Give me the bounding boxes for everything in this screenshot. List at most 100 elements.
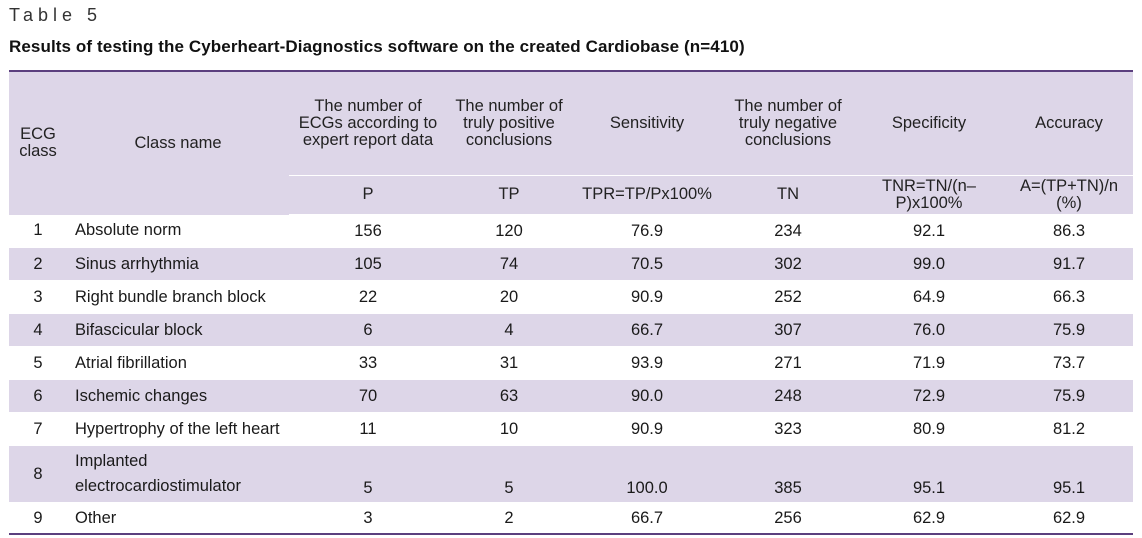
cell-acc: 86.3 (1005, 214, 1133, 248)
header-specificity: Specificity (853, 70, 1005, 176)
subheader-tpr: TPR=TP/Px100% (571, 175, 723, 215)
cell-tp: 20 (447, 280, 571, 314)
cell-tp: 31 (447, 346, 571, 380)
cell-name: Ischemic changes (67, 379, 289, 413)
cell-tn: 256 (723, 502, 853, 535)
table-row: 8 Implanted electrocardiostimulator 5 5 … (9, 445, 1133, 503)
cell-tn: 385 (723, 445, 853, 503)
cell-tn: 234 (723, 214, 853, 248)
header-ecg-class: ECG class (9, 70, 67, 215)
header-class-name: Class name (67, 70, 289, 215)
cell-p: 33 (289, 346, 447, 380)
header-sensitivity: Sensitivity (571, 70, 723, 176)
cell-tn: 302 (723, 247, 853, 281)
results-table: ECG class Class name The number of ECGs … (9, 70, 1133, 535)
subheader-row: P TP TPR=TP/Px100% TN TNR=TN/(n–P)x100% … (9, 175, 1133, 215)
cell-name: Implanted electrocardiostimulator (67, 445, 289, 503)
cell-p: 105 (289, 247, 447, 281)
cell-tpr: 90.9 (571, 280, 723, 314)
cell-class: 5 (9, 346, 67, 380)
cell-tn: 307 (723, 313, 853, 347)
cell-tnr: 76.0 (853, 313, 1005, 347)
cell-tpr: 70.5 (571, 247, 723, 281)
header-num-tp: The number of truly positive conclusions (447, 70, 571, 176)
cell-p: 11 (289, 412, 447, 446)
cell-tnr: 72.9 (853, 379, 1005, 413)
cell-tn: 248 (723, 379, 853, 413)
cell-tnr: 71.9 (853, 346, 1005, 380)
cell-tp: 10 (447, 412, 571, 446)
table-row: 3 Right bundle branch block 22 20 90.9 2… (9, 280, 1133, 314)
cell-p: 70 (289, 379, 447, 413)
cell-p: 156 (289, 214, 447, 248)
cell-tpr: 100.0 (571, 445, 723, 503)
cell-acc: 75.9 (1005, 313, 1133, 347)
subheader-acc: A=(TP+TN)/n (%) (1005, 175, 1133, 215)
cell-tn: 252 (723, 280, 853, 314)
subheader-tp: TP (447, 175, 571, 215)
cell-tn: 323 (723, 412, 853, 446)
cell-acc: 66.3 (1005, 280, 1133, 314)
cell-tp: 74 (447, 247, 571, 281)
cell-tn: 271 (723, 346, 853, 380)
cell-tnr: 64.9 (853, 280, 1005, 314)
cell-acc: 81.2 (1005, 412, 1133, 446)
table-label: Table 5 (9, 5, 103, 25)
cell-tnr: 95.1 (853, 445, 1005, 503)
cell-p: 3 (289, 502, 447, 535)
cell-acc: 91.7 (1005, 247, 1133, 281)
header-accuracy: Accuracy (1005, 70, 1133, 176)
cell-tnr: 62.9 (853, 502, 1005, 535)
cell-tpr: 66.7 (571, 313, 723, 347)
cell-tp: 120 (447, 214, 571, 248)
table-row: 5 Atrial fibrillation 33 31 93.9 271 71.… (9, 346, 1133, 380)
cell-name: Bifascicular block (67, 313, 289, 347)
table-row: 1 Absolute norm 156 120 76.9 234 92.1 86… (9, 214, 1133, 248)
cell-name: Other (67, 502, 289, 535)
cell-tp: 2 (447, 502, 571, 535)
cell-name: Sinus arrhythmia (67, 247, 289, 281)
cell-class: 4 (9, 313, 67, 347)
cell-class: 7 (9, 412, 67, 446)
cell-tpr: 90.0 (571, 379, 723, 413)
cell-name: Absolute norm (67, 214, 289, 248)
cell-class: 9 (9, 502, 67, 535)
cell-acc: 62.9 (1005, 502, 1133, 535)
cell-name: Hypertrophy of the left heart (67, 412, 289, 446)
header-row: ECG class Class name The number of ECGs … (9, 70, 1133, 215)
header-num-ecgs: The number of ECGs according to expert r… (289, 70, 447, 176)
cell-tpr: 76.9 (571, 214, 723, 248)
cell-name: Right bundle branch block (67, 280, 289, 314)
cell-tpr: 66.7 (571, 502, 723, 535)
cell-tp: 4 (447, 313, 571, 347)
cell-acc: 95.1 (1005, 445, 1133, 503)
cell-class: 1 (9, 214, 67, 248)
table-row: 2 Sinus arrhythmia 105 74 70.5 302 99.0 … (9, 247, 1133, 281)
cell-class: 8 (9, 445, 67, 503)
subheader-tnr: TNR=TN/(n–P)x100% (853, 175, 1005, 215)
table-caption: Results of testing the Cyberheart-Diagno… (9, 37, 745, 56)
cell-tp: 5 (447, 445, 571, 503)
cell-class: 2 (9, 247, 67, 281)
cell-tnr: 99.0 (853, 247, 1005, 281)
subheader-p: P (289, 175, 447, 215)
cell-name: Atrial fibrillation (67, 346, 289, 380)
cell-acc: 73.7 (1005, 346, 1133, 380)
cell-class: 3 (9, 280, 67, 314)
cell-tp: 63 (447, 379, 571, 413)
cell-tpr: 93.9 (571, 346, 723, 380)
cell-tnr: 92.1 (853, 214, 1005, 248)
cell-tnr: 80.9 (853, 412, 1005, 446)
cell-acc: 75.9 (1005, 379, 1133, 413)
table-row: 6 Ischemic changes 70 63 90.0 248 72.9 7… (9, 379, 1133, 413)
subheader-tn: TN (723, 175, 853, 215)
cell-tpr: 90.9 (571, 412, 723, 446)
header-num-tn: The number of truly negative conclusions (723, 70, 853, 176)
cell-p: 6 (289, 313, 447, 347)
cell-p: 22 (289, 280, 447, 314)
table-row: 9 Other 3 2 66.7 256 62.9 62.9 (9, 502, 1133, 535)
cell-p: 5 (289, 445, 447, 503)
table-row: 7 Hypertrophy of the left heart 11 10 90… (9, 412, 1133, 446)
cell-class: 6 (9, 379, 67, 413)
table-row: 4 Bifascicular block 6 4 66.7 307 76.0 7… (9, 313, 1133, 347)
